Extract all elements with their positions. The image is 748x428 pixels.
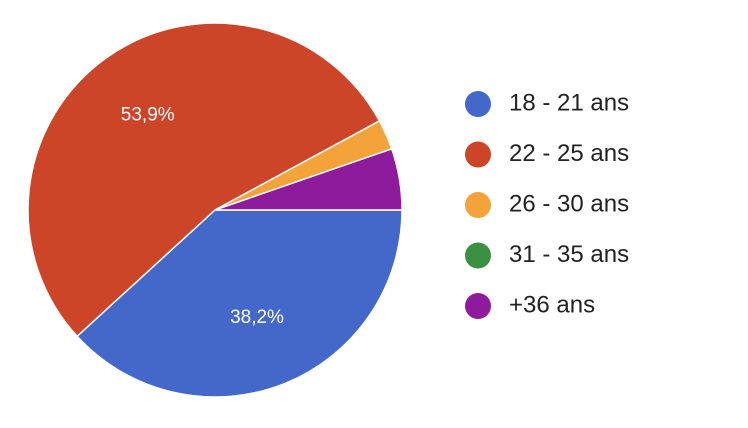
legend-marker bbox=[465, 91, 491, 117]
legend-marker bbox=[465, 242, 491, 269]
slice-label: 38,2% bbox=[230, 307, 284, 328]
pie-slice bbox=[214, 147, 403, 211]
legend-label: 18 - 21 ans bbox=[509, 89, 629, 116]
legend-label: 26 - 30 ans bbox=[509, 190, 629, 217]
legend-label: 22 - 25 ans bbox=[509, 140, 629, 167]
slice-label: 53,9% bbox=[121, 105, 175, 126]
legend-label: +36 ans bbox=[509, 291, 595, 318]
pie-slice bbox=[76, 209, 403, 398]
legend-marker bbox=[465, 141, 491, 168]
legend-marker bbox=[465, 192, 491, 218]
pie-slice bbox=[27, 22, 381, 338]
legend-marker bbox=[465, 293, 491, 319]
legend-label: 31 - 35 ans bbox=[509, 241, 629, 268]
